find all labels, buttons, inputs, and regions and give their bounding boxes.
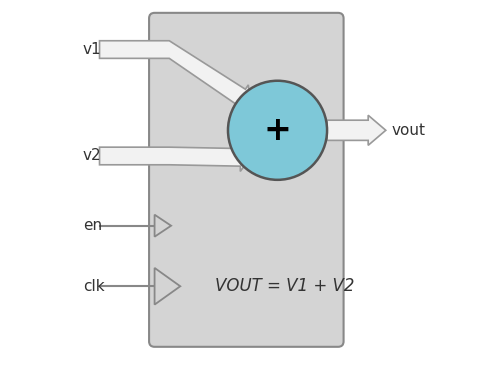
Polygon shape <box>154 268 180 305</box>
FancyBboxPatch shape <box>149 13 344 347</box>
Polygon shape <box>100 41 250 108</box>
Text: clk: clk <box>83 279 104 294</box>
Text: v2: v2 <box>83 149 102 163</box>
Polygon shape <box>154 215 171 237</box>
Text: en: en <box>83 218 102 233</box>
Circle shape <box>228 81 327 180</box>
Text: v1: v1 <box>83 42 102 57</box>
Polygon shape <box>100 143 250 171</box>
Text: vout: vout <box>392 123 426 138</box>
FancyArrow shape <box>327 115 386 145</box>
Text: +: + <box>264 114 291 147</box>
Text: VOUT = V1 + V2: VOUT = V1 + V2 <box>215 277 354 295</box>
